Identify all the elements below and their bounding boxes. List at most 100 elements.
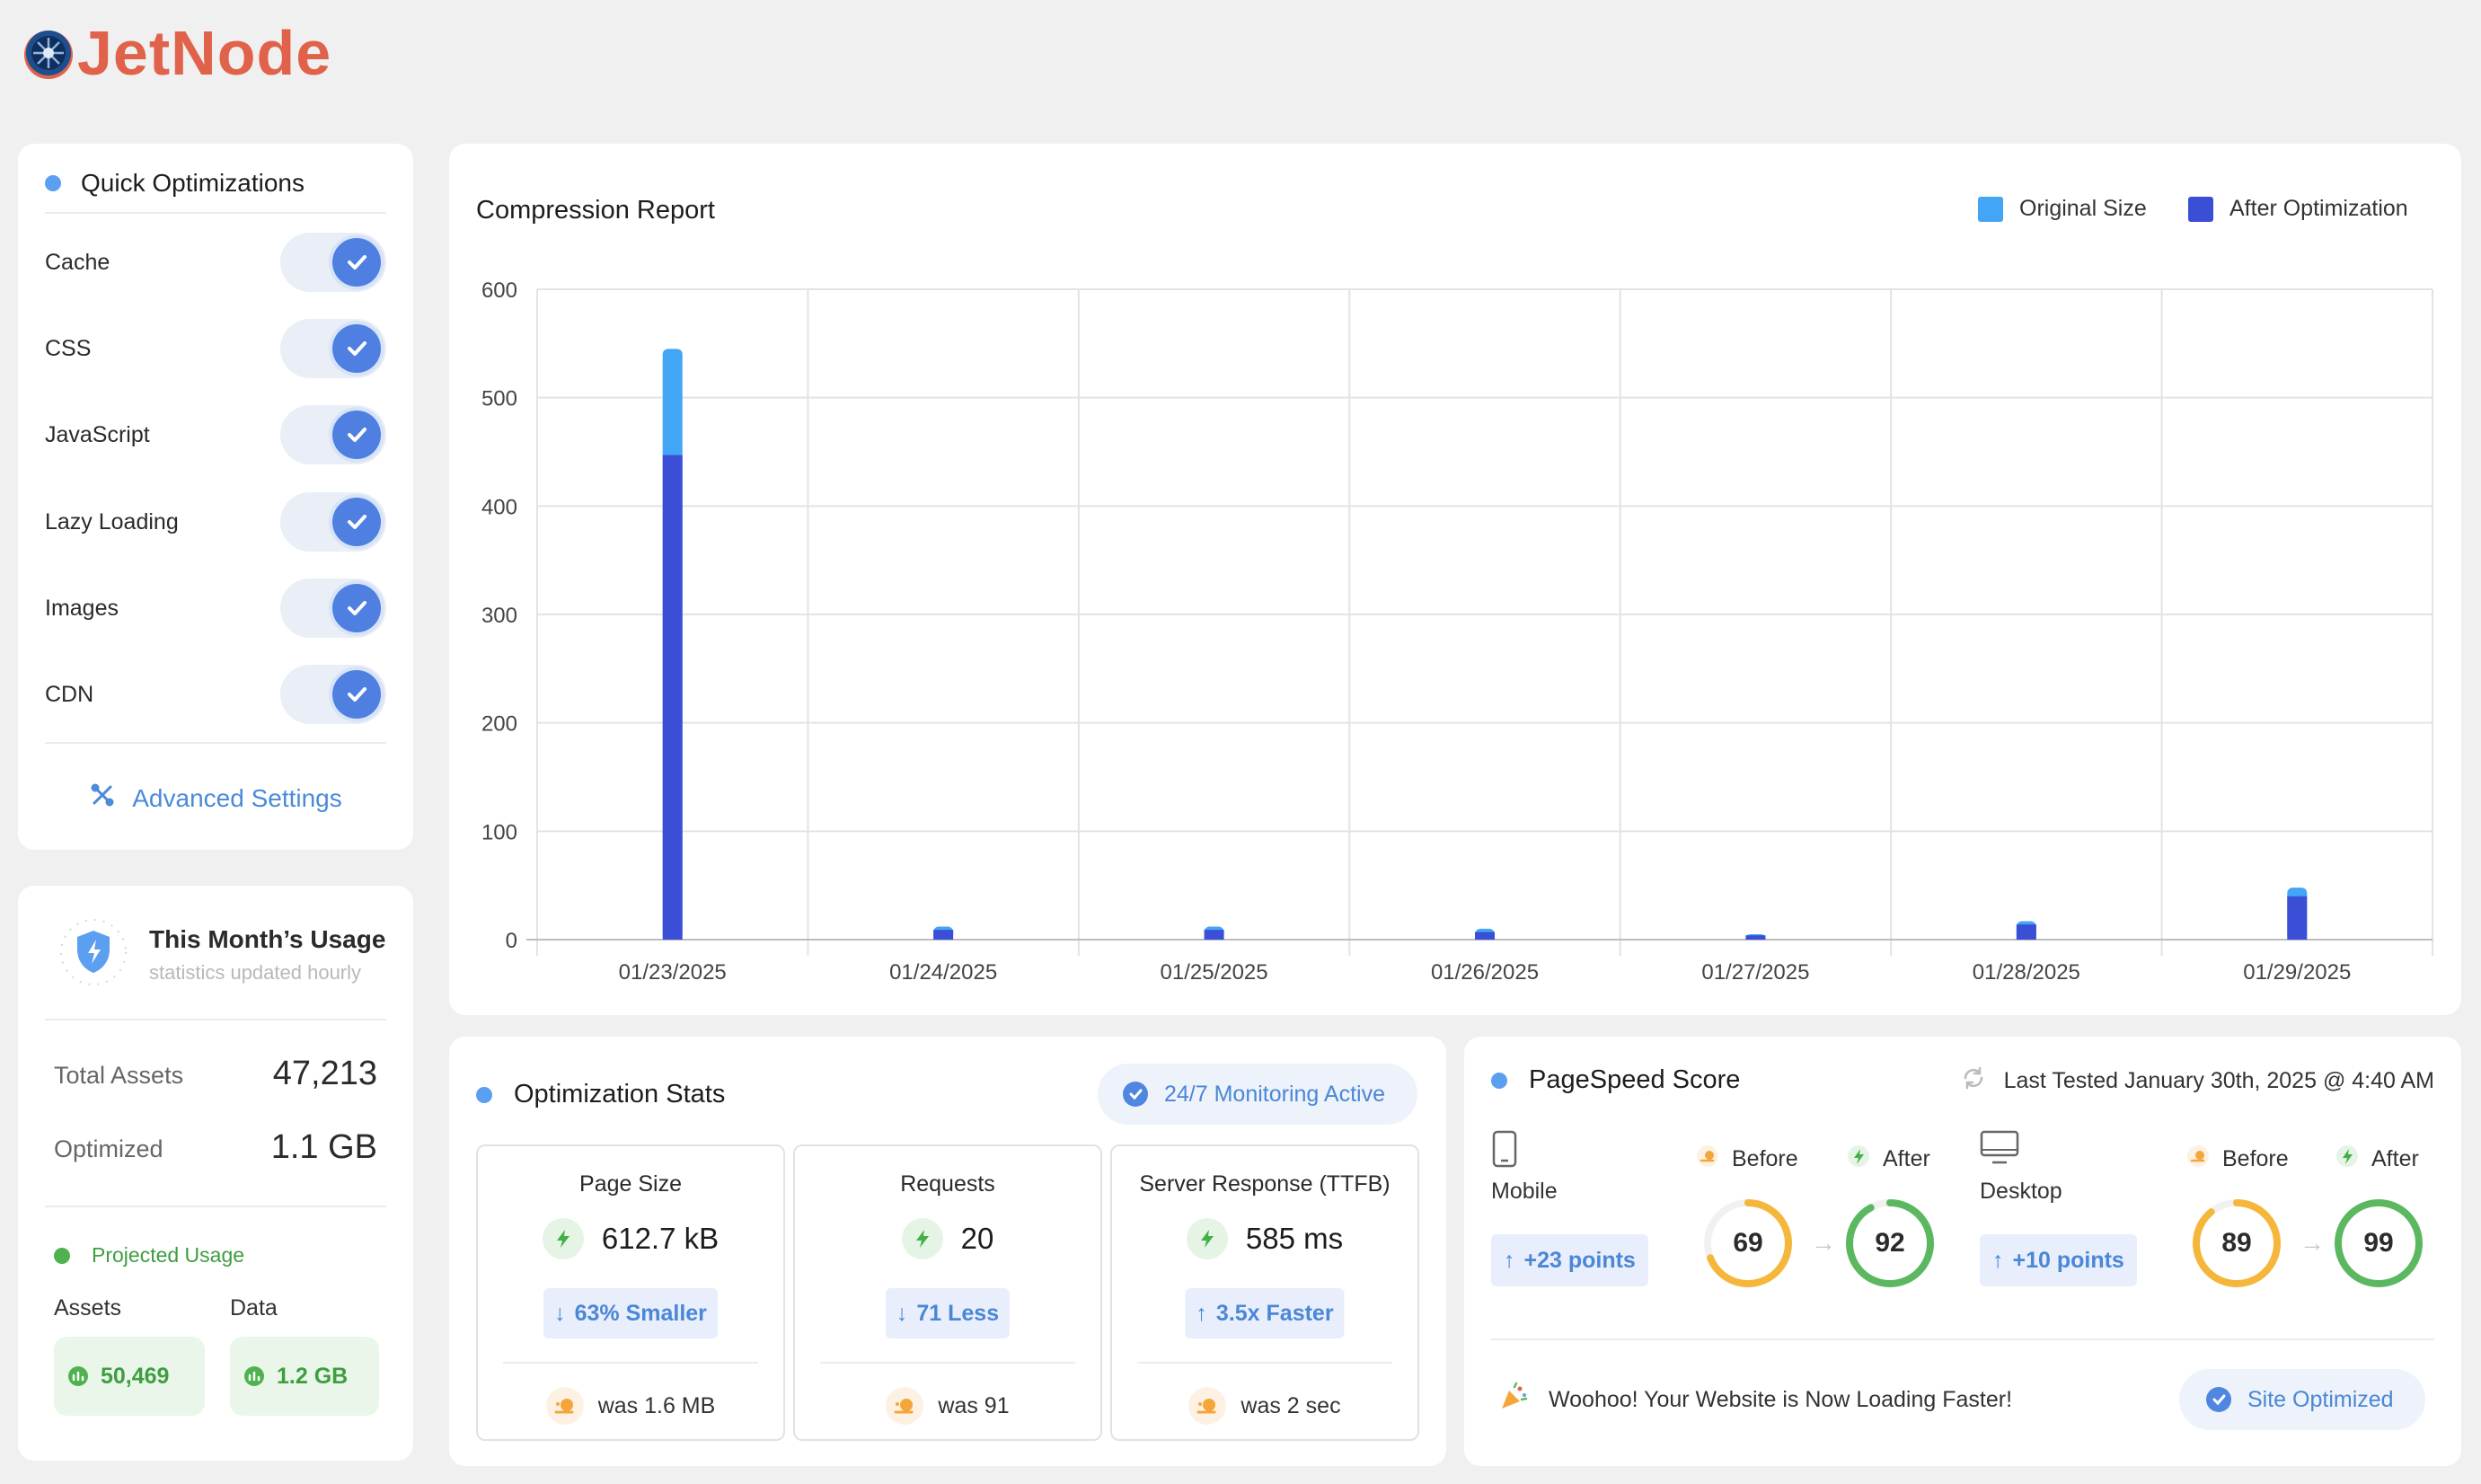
toggle-row-cache: Cache [45, 231, 386, 294]
bar-after-optimization [933, 930, 954, 940]
status-dot-icon [476, 1086, 492, 1103]
legend-original[interactable]: Original Size [1978, 196, 2147, 222]
before-label: Before [1732, 1146, 1798, 1171]
total-assets-label: Total Assets [54, 1062, 184, 1089]
after-label-mobile: After [1847, 1144, 1930, 1174]
stat-change-badge: ↓ 63% Smaller [543, 1288, 718, 1338]
optimized-label: Optimized [54, 1135, 163, 1162]
stat-card-server-response: Server Response (TTFB) 585 ms ↑ 3.5x Fas… [1110, 1144, 1419, 1441]
data-projected-value: 1.2 GB [277, 1363, 349, 1389]
check-circle-icon [2206, 1387, 2231, 1412]
cache-toggle[interactable] [280, 233, 386, 292]
after-label: After [1883, 1146, 1930, 1171]
mobile-after-score: 92 [1875, 1228, 1905, 1258]
x-tick-label: 01/26/2025 [1431, 960, 1539, 985]
divider [45, 742, 386, 744]
compression-chart: 0 100 200 300 400 500 600 01/23/2025 01/24/2025 0… [481, 278, 2433, 985]
bar-after-optimization [2016, 924, 2036, 940]
x-tick-label: 01/23/2025 [619, 960, 727, 985]
brand-name: JetNode [77, 18, 332, 88]
desktop-after-score: 99 [2363, 1228, 2394, 1258]
javascript-toggle[interactable] [280, 405, 386, 464]
cdn-toggle[interactable] [280, 665, 386, 724]
refresh-icon[interactable] [1959, 1064, 1988, 1099]
toggle-label: CDN [45, 681, 94, 707]
stat-card-page-size: Page Size 612.7 kB ↓ 63% Smaller was 1.6… [476, 1144, 785, 1441]
arrow-up-icon: ↑ [1504, 1247, 1515, 1273]
total-assets-value: 47,213 [272, 1055, 377, 1092]
usage-subtitle: statistics updated hourly [149, 961, 362, 984]
stat-title: Requests [900, 1171, 995, 1197]
growth-icon [244, 1366, 264, 1386]
success-message-row: Woohoo! Your Website is Now Loading Fast… [1498, 1382, 2012, 1418]
legend-after[interactable]: After Optimization [2188, 196, 2408, 222]
arrow-up-icon: ↑ [1992, 1247, 2004, 1273]
arrow-down-icon: ↓ [896, 1300, 908, 1326]
quick-optimizations-title: Quick Optimizations [81, 169, 305, 197]
before-label: Before [2222, 1146, 2289, 1171]
toggle-label: Cache [45, 249, 110, 275]
divider [1137, 1362, 1392, 1364]
y-tick-label: 400 [481, 495, 517, 519]
advanced-settings-label: Advanced Settings [132, 783, 342, 812]
mobile-points-badge: ↑ +23 points [1491, 1234, 1648, 1286]
divider [45, 212, 386, 214]
desktop-before-score-ring: 89 [2192, 1198, 2282, 1288]
quick-optimizations-header: Quick Optimizations [45, 169, 305, 198]
bolt-icon [1847, 1144, 1870, 1174]
check-icon [332, 238, 381, 287]
toggle-label: Lazy Loading [45, 508, 179, 534]
usage-card: This Month’s Usage statistics updated ho… [18, 886, 413, 1461]
data-label: Data [230, 1295, 278, 1321]
usage-title: This Month’s Usage [149, 925, 386, 953]
divider [1491, 1338, 2434, 1340]
pagespeed-card: PageSpeed Score Last Tested January 30th… [1464, 1037, 2461, 1466]
before-label-desktop: Before [2186, 1144, 2289, 1174]
css-toggle[interactable] [280, 319, 386, 378]
snail-icon [545, 1387, 584, 1425]
toggle-row-javascript: JavaScript [45, 403, 386, 466]
arrow-down-icon: ↓ [554, 1300, 566, 1326]
status-dot-icon [45, 175, 61, 191]
mobile-label: Mobile [1491, 1179, 1558, 1204]
desktop-points-badge: ↑ +10 points [1980, 1234, 2137, 1286]
advanced-settings-link[interactable]: Advanced Settings [18, 782, 413, 815]
y-tick-label: 0 [506, 929, 517, 953]
toggle-row-lazy-loading: Lazy Loading [45, 490, 386, 553]
assets-label: Assets [54, 1295, 122, 1321]
phone-icon [1491, 1130, 1518, 1172]
images-toggle[interactable] [280, 579, 386, 638]
last-tested-row: Last Tested January 30th, 2025 @ 4:40 AM [1959, 1064, 2434, 1099]
monitoring-label: 24/7 Monitoring Active [1164, 1081, 1385, 1107]
x-tick-label: 01/29/2025 [2243, 960, 2351, 985]
after-label-desktop: After [2335, 1144, 2419, 1174]
success-message: Woohoo! Your Website is Now Loading Fast… [1549, 1387, 2013, 1412]
status-dot-icon [1491, 1072, 1507, 1089]
arrow-up-icon: ↑ [1196, 1300, 1207, 1326]
y-tick-label: 100 [481, 820, 517, 844]
stat-change-badge: ↑ 3.5x Faster [1185, 1288, 1345, 1338]
y-tick-label: 500 [481, 387, 517, 411]
optimization-stats-card: Optimization Stats 24/7 Monitoring Activ… [449, 1037, 1446, 1466]
snail-icon [1188, 1387, 1227, 1425]
y-tick-label: 300 [481, 604, 517, 628]
stat-previous-row: was 2 sec [1112, 1387, 1417, 1425]
tools-icon [89, 782, 116, 815]
after-label: After [2371, 1146, 2419, 1171]
stat-value: 612.7 kB [601, 1222, 720, 1255]
arrow-right-icon: → [1811, 1229, 1836, 1257]
x-tick-label: 01/25/2025 [1161, 960, 1268, 985]
toggle-label: Images [45, 595, 119, 621]
desktop-points: +10 points [2012, 1247, 2124, 1273]
green-dot-icon [54, 1247, 70, 1264]
optimization-stats-title: Optimization Stats [514, 1080, 726, 1109]
mobile-before-score: 69 [1733, 1228, 1763, 1258]
stat-previous: was 1.6 MB [597, 1392, 716, 1418]
quick-optimizations-card: Quick Optimizations Cache CSS JavaScript… [18, 144, 413, 850]
mobile-points: +23 points [1523, 1247, 1636, 1273]
lazy-loading-toggle[interactable] [280, 492, 386, 552]
bar-after-optimization [2287, 896, 2308, 940]
desktop-before-score: 89 [2221, 1228, 2252, 1258]
y-tick-label: 600 [481, 278, 517, 303]
site-optimized-label: Site Optimized [2247, 1386, 2394, 1412]
